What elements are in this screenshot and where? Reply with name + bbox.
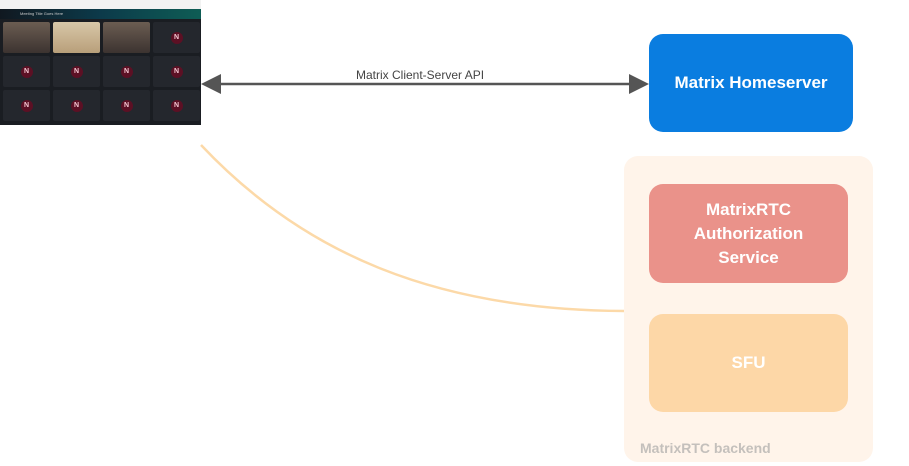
participant-tile [103,22,150,53]
participant-tile: N [153,90,200,121]
participant-avatar: N [170,99,183,112]
client-server-api-label: Matrix Client-Server API [356,68,485,82]
participant-tile [3,22,50,53]
participant-tile: N [3,90,50,121]
participant-avatar: N [70,99,83,112]
participant-tile: N [153,22,200,53]
participant-tile: N [103,56,150,87]
participant-tile: N [53,90,100,121]
video-call-screenshot: Meeting Title Goes Here N N N N N N N N N [0,0,201,125]
participant-tile: N [53,56,100,87]
participant-avatar: N [120,65,133,78]
participant-avatar: N [70,65,83,78]
backend-group-label: MatrixRTC backend [640,440,771,456]
participant-tile: N [3,56,50,87]
participant-tile: N [103,90,150,121]
client-to-backend-curve [200,144,625,313]
sfu-node: SFU [649,314,848,412]
participant-avatar: N [170,65,183,78]
participant-tile: N [153,56,200,87]
participant-avatar: N [170,31,183,44]
auth-service-node: MatrixRTC Authorization Service [649,184,848,283]
browser-toolbar [0,0,201,9]
participant-avatar: N [20,65,33,78]
homeserver-node: Matrix Homeserver [649,34,853,132]
participant-grid: N N N N N N N N N [0,19,201,124]
participant-avatar: N [120,99,133,112]
participant-tile [53,22,100,53]
call-header: Meeting Title Goes Here [0,9,201,19]
participant-avatar: N [20,99,33,112]
